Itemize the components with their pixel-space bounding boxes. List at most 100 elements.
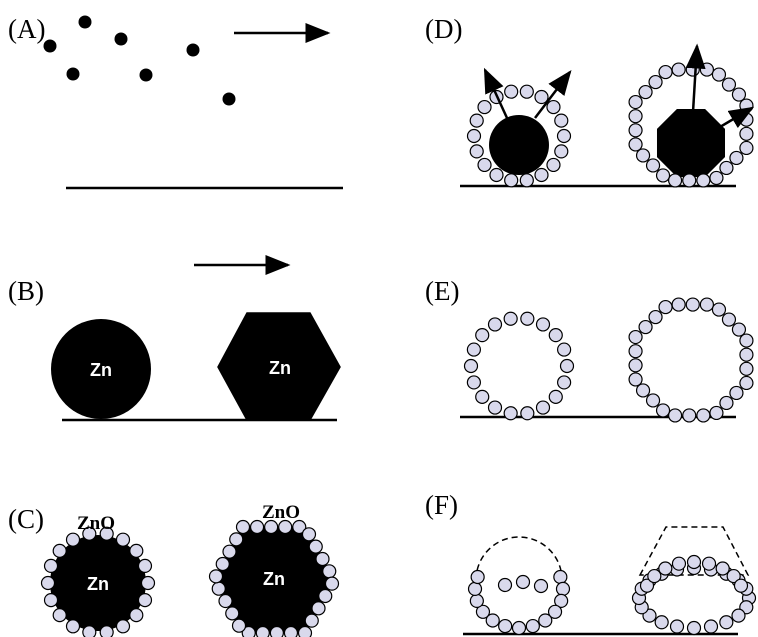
bead	[219, 595, 232, 608]
bead	[100, 626, 113, 637]
bead	[45, 559, 58, 572]
bead	[478, 158, 491, 171]
bead	[67, 533, 80, 546]
bead	[712, 68, 725, 81]
bead	[138, 559, 151, 572]
bead	[639, 321, 652, 334]
bead	[556, 582, 569, 595]
bead	[732, 609, 745, 622]
bead	[470, 594, 483, 607]
bead	[558, 376, 571, 389]
bead	[521, 407, 534, 420]
bead	[629, 331, 642, 344]
bead	[720, 616, 733, 629]
bead	[517, 576, 530, 589]
dot	[79, 16, 92, 29]
core-label: Zn	[263, 569, 285, 589]
bead	[42, 577, 55, 590]
bead	[730, 386, 743, 399]
bead	[672, 63, 685, 76]
bead	[138, 594, 151, 607]
bead	[539, 614, 552, 627]
bead	[489, 318, 502, 331]
bead	[309, 540, 322, 553]
bead	[302, 528, 315, 541]
bead	[740, 348, 753, 361]
bead	[504, 312, 517, 325]
bead	[558, 130, 571, 143]
bead	[629, 359, 642, 372]
bead	[468, 130, 481, 143]
bead	[537, 318, 550, 331]
bead	[467, 376, 480, 389]
bead	[490, 168, 503, 181]
bead	[734, 579, 747, 592]
bead	[478, 101, 491, 114]
bead	[554, 571, 567, 584]
bead	[504, 407, 517, 420]
bead	[237, 521, 250, 534]
bead	[537, 401, 550, 414]
bead	[476, 390, 489, 403]
bead	[535, 580, 548, 593]
bead	[720, 396, 733, 409]
bead	[467, 343, 480, 356]
shell-label: ZnO	[77, 513, 115, 534]
bead	[686, 298, 699, 311]
bead	[649, 76, 662, 89]
bead	[53, 544, 66, 557]
bead	[67, 620, 80, 633]
bead	[688, 622, 701, 635]
bead	[669, 409, 682, 422]
bead	[319, 589, 332, 602]
bead	[499, 620, 512, 633]
bead	[669, 174, 682, 187]
bead	[637, 149, 650, 162]
bead	[316, 552, 329, 565]
bead	[256, 627, 269, 637]
bead	[697, 409, 710, 422]
bead	[547, 158, 560, 171]
bead	[505, 85, 518, 98]
bead	[710, 406, 723, 419]
bead	[521, 312, 534, 325]
zn-sphere	[489, 115, 549, 175]
dot	[140, 69, 153, 82]
bead	[703, 557, 716, 570]
bead	[312, 602, 325, 615]
bead	[672, 557, 685, 570]
bead	[647, 159, 660, 172]
bead	[683, 409, 696, 422]
bead	[710, 171, 723, 184]
dashed-outline	[476, 537, 562, 580]
bead	[732, 88, 745, 101]
bead	[683, 174, 696, 187]
bead	[130, 609, 143, 622]
bead	[720, 161, 733, 174]
bead	[305, 614, 318, 627]
bead	[716, 562, 729, 575]
bead	[216, 558, 229, 571]
bead	[323, 565, 336, 578]
bead	[117, 620, 130, 633]
bead	[142, 577, 155, 590]
bead	[629, 110, 642, 123]
bead	[547, 101, 560, 114]
bead	[505, 174, 518, 187]
bead	[629, 373, 642, 386]
bead	[555, 114, 568, 127]
bead	[688, 556, 701, 569]
bead	[558, 343, 571, 356]
dot	[187, 44, 200, 57]
bead	[489, 401, 502, 414]
bead	[270, 627, 283, 637]
dot	[115, 33, 128, 46]
bead	[629, 345, 642, 358]
bead	[722, 78, 735, 91]
shapes: ZnZnZnZnZnOZnO	[42, 16, 756, 637]
bead	[45, 594, 58, 607]
bead	[629, 138, 642, 151]
bead	[499, 579, 512, 592]
bead	[299, 627, 312, 637]
bead	[712, 303, 725, 316]
